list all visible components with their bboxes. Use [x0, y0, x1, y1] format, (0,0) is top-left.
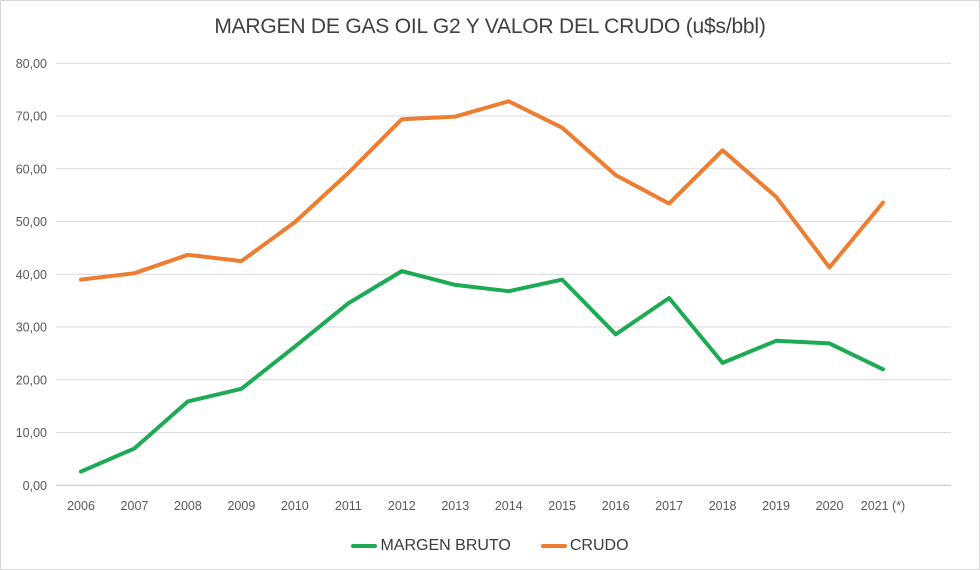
- y-axis-tick-label: 40,00: [16, 268, 47, 282]
- x-axis-tick-label: 2011: [335, 499, 362, 513]
- y-axis-tick-label: 70,00: [16, 110, 47, 124]
- x-axis-tick-label: 2019: [762, 499, 790, 513]
- y-axis-tick-label: 50,00: [16, 215, 47, 229]
- y-axis-tick-label: 0,00: [23, 479, 47, 493]
- margen-bruto-line[interactable]: [79, 269, 885, 474]
- x-axis-tick-label: 2014: [495, 499, 523, 513]
- y-axis-tick-label: 10,00: [16, 426, 47, 440]
- legend-label-margen-bruto: MARGEN BRUTO: [380, 537, 511, 554]
- x-axis-tick-label: 2010: [281, 499, 309, 513]
- x-axis-tick-label: 2008: [174, 499, 202, 513]
- legend-item-crudo[interactable]: CRUDO: [540, 537, 629, 555]
- x-axis-tick-label: 2020: [816, 499, 844, 513]
- legend-item-margen-bruto[interactable]: MARGEN BRUTO: [351, 537, 511, 555]
- x-axis-tick-label: 2017: [655, 499, 683, 513]
- x-axis-tick-label: 2012: [388, 499, 416, 513]
- x-axis-tick-label: 2016: [602, 499, 630, 513]
- x-axis-tick-label: 2006: [67, 499, 95, 513]
- crudo-line[interactable]: [79, 99, 885, 282]
- y-axis-tick-label: 80,00: [16, 57, 47, 71]
- legend-label-crudo: CRUDO: [569, 537, 629, 554]
- margen-bruto-line-swatch-icon: [351, 544, 378, 548]
- chart-legend: MARGEN BRUTO CRUDO: [1, 537, 979, 555]
- y-axis-tick-label: 30,00: [16, 321, 47, 335]
- x-axis-tick-label: 2015: [548, 499, 576, 513]
- chart-title: MARGEN DE GAS OIL G2 Y VALOR DEL CRUDO (…: [214, 15, 766, 38]
- y-axis-tick-label: 20,00: [16, 373, 47, 387]
- x-axis-tick-label: 2009: [227, 499, 255, 513]
- x-axis-tick-label: 2018: [709, 499, 737, 513]
- crudo-line-swatch-icon: [540, 544, 567, 548]
- x-axis-tick-label: 2021 (*): [861, 499, 905, 513]
- x-axis-tick-label: 2013: [441, 499, 469, 513]
- x-axis-tick-label: 2007: [121, 499, 149, 513]
- y-axis-tick-label: 60,00: [16, 162, 47, 176]
